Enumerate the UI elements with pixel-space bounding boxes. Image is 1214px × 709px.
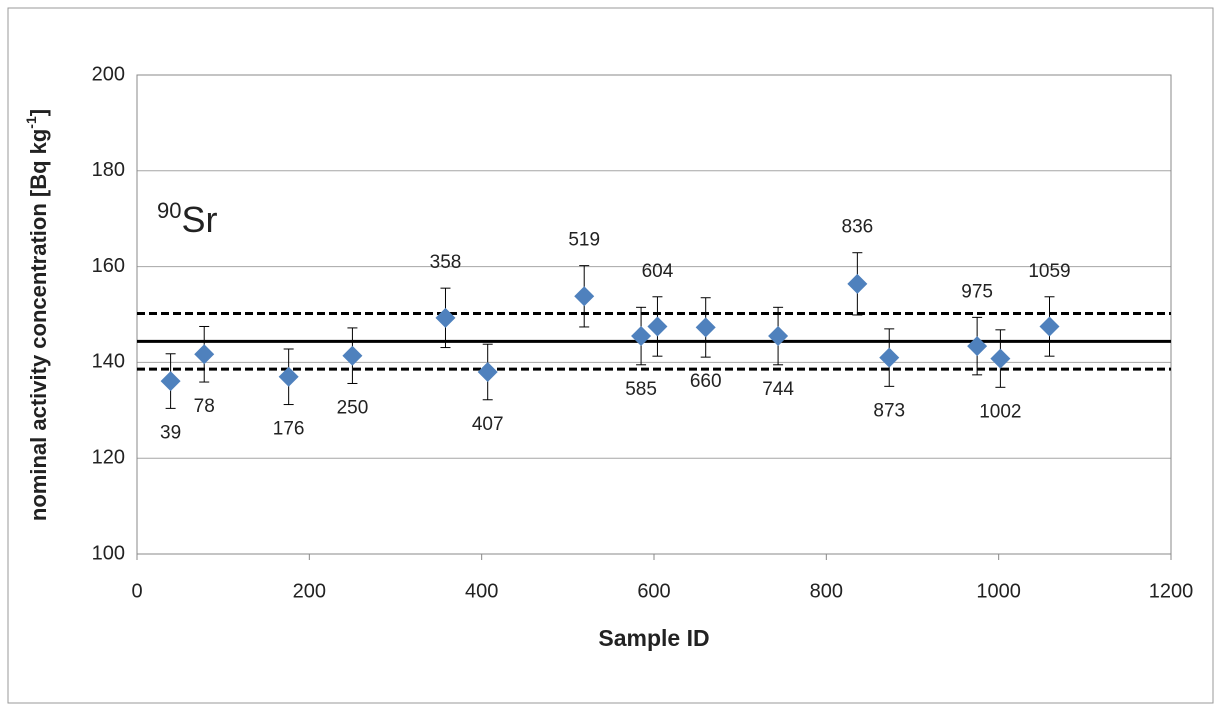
- point: [647, 316, 668, 337]
- chart-frame: [7, 7, 1214, 704]
- y-axis-title: nominal activity concentration [Bq kg-1]: [23, 109, 51, 521]
- y-tick-label: 120: [92, 446, 125, 468]
- data-label: 604: [642, 261, 674, 282]
- annotation-mass: 90: [157, 198, 181, 223]
- y-axis-title-end: ]: [26, 109, 51, 116]
- data-label: 660: [690, 371, 722, 392]
- data-label: 585: [625, 379, 657, 400]
- point: [879, 347, 900, 368]
- data-label: 975: [961, 281, 993, 302]
- y-tick-label: 100: [92, 542, 125, 564]
- point: [477, 361, 498, 382]
- x-axis-title: Sample ID: [598, 625, 709, 651]
- point: [574, 286, 595, 307]
- y-tick-label: 160: [92, 255, 125, 277]
- data-label: 39: [160, 422, 181, 443]
- x-tick-label: 0: [131, 580, 142, 602]
- point: [1039, 316, 1060, 337]
- data-label: 250: [337, 397, 369, 418]
- point: [194, 344, 215, 365]
- data-label: 78: [194, 396, 215, 417]
- data-label: 744: [762, 379, 794, 400]
- point: [967, 336, 988, 357]
- data-label: 836: [842, 217, 874, 238]
- point: [847, 273, 868, 294]
- x-tick-label: 800: [810, 580, 843, 602]
- y-axis-title-main: nominal activity concentration [Bq kg: [26, 129, 51, 521]
- point: [768, 326, 789, 347]
- annotation-symbol: Sr: [181, 199, 217, 240]
- x-tick-label: 200: [293, 580, 326, 602]
- point: [631, 326, 652, 347]
- data-label: 407: [472, 414, 504, 435]
- data-label: 358: [430, 252, 462, 273]
- point: [990, 348, 1011, 369]
- point: [342, 345, 363, 366]
- data-label: 1002: [979, 401, 1021, 422]
- data-label: 1059: [1028, 261, 1070, 282]
- annotation: 90Sr: [157, 198, 217, 240]
- point: [278, 366, 299, 387]
- x-tick-label: 400: [465, 580, 498, 602]
- data-label: 873: [873, 400, 905, 421]
- x-tick-label: 1200: [1149, 580, 1194, 602]
- y-axis-title-sup: -1: [23, 116, 39, 129]
- y-tick-label: 180: [92, 159, 125, 181]
- point: [160, 371, 181, 392]
- y-tick-label: 200: [92, 63, 125, 85]
- point: [695, 317, 716, 338]
- data-label: 176: [273, 419, 305, 440]
- x-tick-label: 600: [637, 580, 670, 602]
- data-label: 519: [568, 230, 600, 251]
- y-tick-label: 140: [92, 351, 125, 373]
- x-tick-label: 1000: [976, 580, 1021, 602]
- point: [435, 307, 456, 328]
